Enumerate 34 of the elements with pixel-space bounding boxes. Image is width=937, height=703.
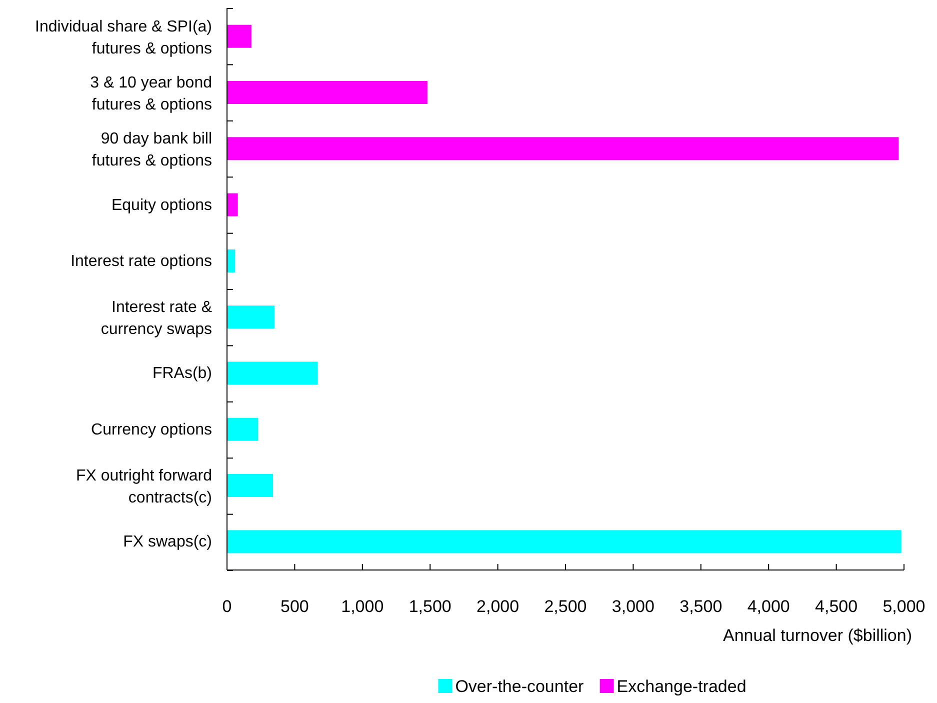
bar <box>227 249 236 272</box>
bar <box>227 137 899 160</box>
y-tick-label: 90 day bank bill futures & options <box>92 130 212 170</box>
y-tick-label: Currency options <box>91 420 212 438</box>
x-tick-label: 1,500 <box>408 597 452 616</box>
x-tick-label: 4,500 <box>815 597 858 616</box>
x-tick-label: 2,000 <box>476 597 520 616</box>
x-tick-label: 5,000 <box>882 597 926 616</box>
bar <box>227 530 902 554</box>
x-tick-label: 3,500 <box>680 597 722 616</box>
bar <box>227 474 274 498</box>
bar <box>227 193 238 216</box>
y-tick-label: Interest rate & currency swaps <box>100 298 212 338</box>
bar <box>227 362 318 385</box>
x-tick-label: 500 <box>280 597 309 616</box>
y-tick-label: FRAs(b) <box>152 364 212 382</box>
x-tick-label: 2,500 <box>544 597 587 616</box>
y-tick-label: FX outright forward contracts(c) <box>76 467 212 506</box>
legend-label: Exchange-traded <box>616 677 746 696</box>
bar <box>227 24 252 48</box>
x-axis-title: Annual turnover ($billion) <box>723 626 912 645</box>
bar <box>227 306 274 329</box>
bar <box>227 418 258 441</box>
y-tick-label: FX swaps(c) <box>123 533 212 550</box>
y-tick-label: Equity options <box>111 196 212 214</box>
x-tick-label: 1,000 <box>341 597 384 616</box>
y-tick-label: Interest rate options <box>70 252 212 270</box>
bar <box>227 80 428 104</box>
legend-label: Over-the-counter <box>455 677 584 696</box>
x-tick-label: 4,000 <box>747 597 790 616</box>
y-tick-label: 3 & 10 year bond futures & options <box>90 74 212 113</box>
x-tick-label: 3,000 <box>612 597 654 616</box>
y-tick-label: Individual share & SPI(a) futures & options <box>35 18 212 57</box>
x-tick-label: 0 <box>222 597 232 616</box>
